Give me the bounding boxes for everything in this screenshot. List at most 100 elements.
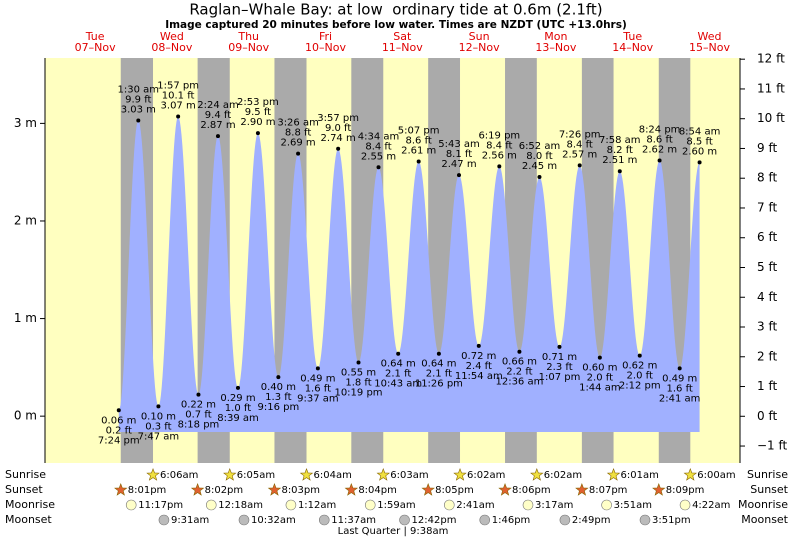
- row-label: Moonset: [741, 513, 788, 526]
- moonrise-label: 1:59am: [377, 500, 415, 511]
- sunrise-label: 6:05am: [237, 470, 275, 481]
- y2-tick-label: 2 ft: [757, 349, 777, 363]
- y2-tick-label: 7 ft: [757, 200, 777, 214]
- moonset-label: 12:42pm: [412, 515, 457, 526]
- tide-label: 2.90 m: [240, 117, 275, 128]
- sunset-label: 8:06pm: [512, 485, 551, 496]
- tide-point: [456, 173, 461, 178]
- moonrise-label: 3:17am: [535, 500, 573, 511]
- tide-label: 2.1 ft: [385, 369, 411, 380]
- tide-label: 1.6 ft: [305, 383, 331, 394]
- tide-label: 2:53 pm: [237, 97, 279, 108]
- tide-label: 3.07 m: [161, 101, 196, 112]
- tide-label: 2.74 m: [321, 133, 356, 144]
- sunset-label: 8:03pm: [281, 485, 320, 496]
- tide-label: 0.55 m: [341, 367, 376, 378]
- tide-label: 0.71 m: [542, 352, 577, 363]
- row-label: Sunset: [5, 483, 43, 496]
- y2-tick-label: 6 ft: [757, 230, 777, 244]
- moonset-icon: [399, 514, 410, 526]
- tide-point: [436, 351, 441, 356]
- tide-label: 8.0 ft: [526, 151, 552, 162]
- y-tick-label: 1 m: [14, 311, 37, 325]
- tide-label: 0.64 m: [381, 359, 416, 370]
- day-date: 09–Nov: [228, 41, 269, 54]
- tide-label: 2.69 m: [280, 138, 315, 149]
- tide-label: 8.2 ft: [607, 145, 633, 156]
- tide-label: 1.3 ft: [265, 392, 291, 403]
- tide-label: 10.1 ft: [162, 91, 195, 102]
- y2-tick-label: 5 ft: [757, 260, 777, 274]
- day-name: Tue: [85, 30, 105, 43]
- tide-label: 0.10 m: [141, 411, 176, 422]
- row-label: Moonrise: [738, 498, 788, 511]
- sunrise-label: 6:00am: [697, 470, 735, 481]
- sun-icon: [223, 467, 237, 481]
- tide-label: 0.49 m: [662, 373, 697, 384]
- tide-point: [537, 175, 542, 180]
- moonrise-icon: [679, 499, 691, 511]
- tide-label: 4:34 am: [358, 131, 400, 142]
- tide-label: 6:19 pm: [478, 130, 520, 141]
- sunset-label: 8:04pm: [358, 485, 397, 496]
- tide-label: 7:26 pm: [559, 129, 601, 140]
- y2-tick-label: −1 ft: [757, 439, 788, 453]
- sun-icon: [267, 482, 282, 496]
- tide-label: 5:43 am: [438, 139, 480, 150]
- tide-label: 0.72 m: [461, 351, 496, 362]
- tide-point: [677, 366, 682, 371]
- moonrise-label: 3:51am: [614, 500, 652, 511]
- tide-point: [336, 146, 341, 151]
- moonrise-label: 2:41am: [456, 500, 494, 511]
- moonrise-label: 1:12am: [298, 500, 336, 511]
- tide-label: 8.4 ft: [486, 140, 512, 151]
- sunset-label: 8:05pm: [435, 485, 474, 496]
- tide-label: 1:30 am: [118, 84, 160, 95]
- tide-label: 2.4 ft: [466, 361, 492, 372]
- tide-point: [396, 351, 401, 356]
- tide-label: 2.51 m: [602, 155, 637, 166]
- tide-point: [235, 385, 240, 390]
- sun-icon: [606, 467, 621, 481]
- sun-icon: [146, 467, 160, 481]
- day-date: 12–Nov: [459, 41, 500, 54]
- tide-point: [476, 343, 481, 348]
- chart-subtitle: Image captured 20 minutes before low wat…: [165, 19, 627, 31]
- moonset-icon: [238, 514, 250, 526]
- day-name: Sat: [393, 30, 412, 43]
- day-date: 10–Nov: [305, 41, 346, 54]
- tide-label: 1:07 pm: [539, 372, 581, 383]
- row-label: Moonrise: [5, 498, 55, 511]
- tide-label: 2.55 m: [361, 151, 396, 162]
- tide-point: [356, 360, 361, 365]
- sun-icon: [575, 482, 589, 496]
- moonset-label: 9:31am: [171, 515, 209, 526]
- y-tick-label: 2 m: [14, 213, 37, 227]
- tide-label: 3:26 am: [277, 118, 319, 129]
- tide-label: 2.60 m: [682, 146, 717, 157]
- tide-label: 2.57 m: [562, 149, 597, 160]
- tide-label: 8:18 pm: [178, 420, 220, 431]
- sunrise-label: 6:06am: [160, 470, 198, 481]
- y2-tick-label: 10 ft: [757, 111, 785, 125]
- tide-label: 2.1 ft: [426, 369, 452, 380]
- tide-label: 9:16 pm: [257, 402, 299, 413]
- tide-label: 0.06 m: [101, 415, 136, 426]
- y-tick-label: 3 m: [14, 116, 37, 130]
- tide-label: 12:36 am: [495, 377, 543, 388]
- tide-point: [577, 163, 582, 168]
- tide-label: 7:24 pm: [98, 435, 140, 446]
- y2-tick-label: 3 ft: [757, 320, 777, 334]
- moonset-label: 2:49pm: [572, 515, 611, 526]
- tide-label: 0.49 m: [300, 373, 335, 384]
- tide-label: 0.64 m: [421, 359, 456, 370]
- tide-point: [376, 165, 381, 170]
- tide-label: 2.45 m: [522, 161, 557, 172]
- tide-label: 2.0 ft: [587, 373, 613, 384]
- tide-label: 0.60 m: [582, 363, 617, 374]
- moonrise-icon: [205, 499, 217, 511]
- sunset-label: 8:02pm: [205, 485, 244, 496]
- tide-label: 3.03 m: [121, 104, 156, 115]
- tide-point: [276, 375, 281, 380]
